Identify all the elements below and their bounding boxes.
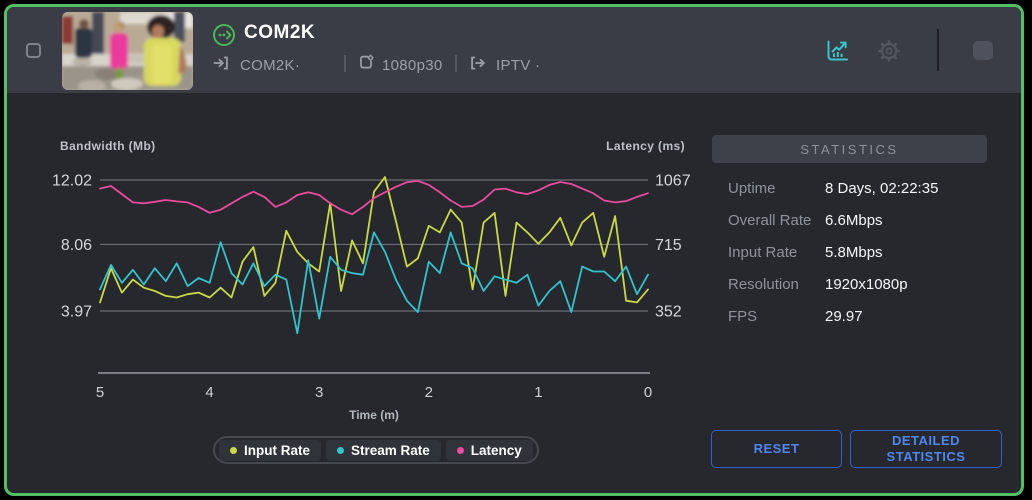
stat-row-fps: FPS 29.97 — [728, 308, 998, 328]
header-divider — [344, 55, 346, 72]
stat-label: FPS — [728, 308, 758, 325]
gear-icon[interactable] — [876, 38, 902, 64]
legend-item-input-rate[interactable]: Input Rate — [219, 439, 321, 461]
preview-image — [62, 12, 193, 90]
select-checkbox[interactable] — [26, 43, 41, 58]
header-vertical-divider — [937, 29, 939, 71]
stat-value: 1920x1080p — [825, 276, 908, 293]
stat-row-resolution: Resolution 1920x1080p — [728, 276, 998, 296]
output-destination-icon — [471, 56, 485, 70]
stat-value: 5.8Mbps — [825, 244, 883, 261]
input-source-icon — [213, 56, 228, 70]
stat-row-uptime: Uptime 8 Days, 02:22:35 — [728, 180, 998, 200]
stream-title: COM2K — [244, 22, 316, 43]
card-header: COM2K COM2K· 1080p30 — [7, 7, 1021, 93]
stat-row-input-rate: Input Rate 5.8Mbps — [728, 244, 998, 264]
stat-label: Resolution — [728, 276, 799, 293]
legend-dot-input-rate — [230, 446, 237, 454]
encoder-profile: 1080p30 — [382, 57, 443, 74]
input-source-name: COM2K· — [240, 57, 301, 74]
stream-preview-thumbnail[interactable] — [62, 12, 193, 90]
header-divider — [455, 55, 457, 72]
stat-value: 8 Days, 02:22:35 — [825, 180, 939, 197]
stream-status-icon — [213, 24, 235, 46]
chart-legend: Input Rate Stream Rate Latency — [213, 436, 539, 464]
stat-label: Input Rate — [728, 244, 798, 261]
legend-dot-stream-rate — [337, 446, 344, 454]
legend-label: Input Rate — [244, 442, 310, 458]
stat-label: Uptime — [728, 180, 776, 197]
statistics-panel-title: STATISTICS — [712, 135, 987, 163]
encoder-profile-icon — [360, 54, 374, 69]
stat-value: 6.6Mbps — [825, 212, 883, 229]
legend-dot-latency — [456, 446, 464, 454]
legend-label: Latency — [470, 442, 522, 458]
stat-value: 29.97 — [825, 308, 863, 325]
legend-item-stream-rate[interactable]: Stream Rate — [326, 439, 441, 461]
legend-item-latency[interactable]: Latency — [445, 439, 533, 461]
legend-label: Stream Rate — [351, 442, 430, 458]
output-destination-name: IPTV · — [496, 57, 541, 74]
stop-square-icon[interactable] — [973, 41, 993, 60]
stat-label: Overall Rate — [728, 212, 812, 229]
stream-card: COM2K COM2K· 1080p30 — [4, 4, 1024, 496]
chart-stats-icon[interactable] — [824, 38, 850, 64]
stat-row-overall-rate: Overall Rate 6.6Mbps — [728, 212, 998, 232]
reset-button[interactable]: RESET — [711, 430, 842, 468]
detailed-statistics-button[interactable]: DETAILED STATISTICS — [850, 430, 1002, 468]
